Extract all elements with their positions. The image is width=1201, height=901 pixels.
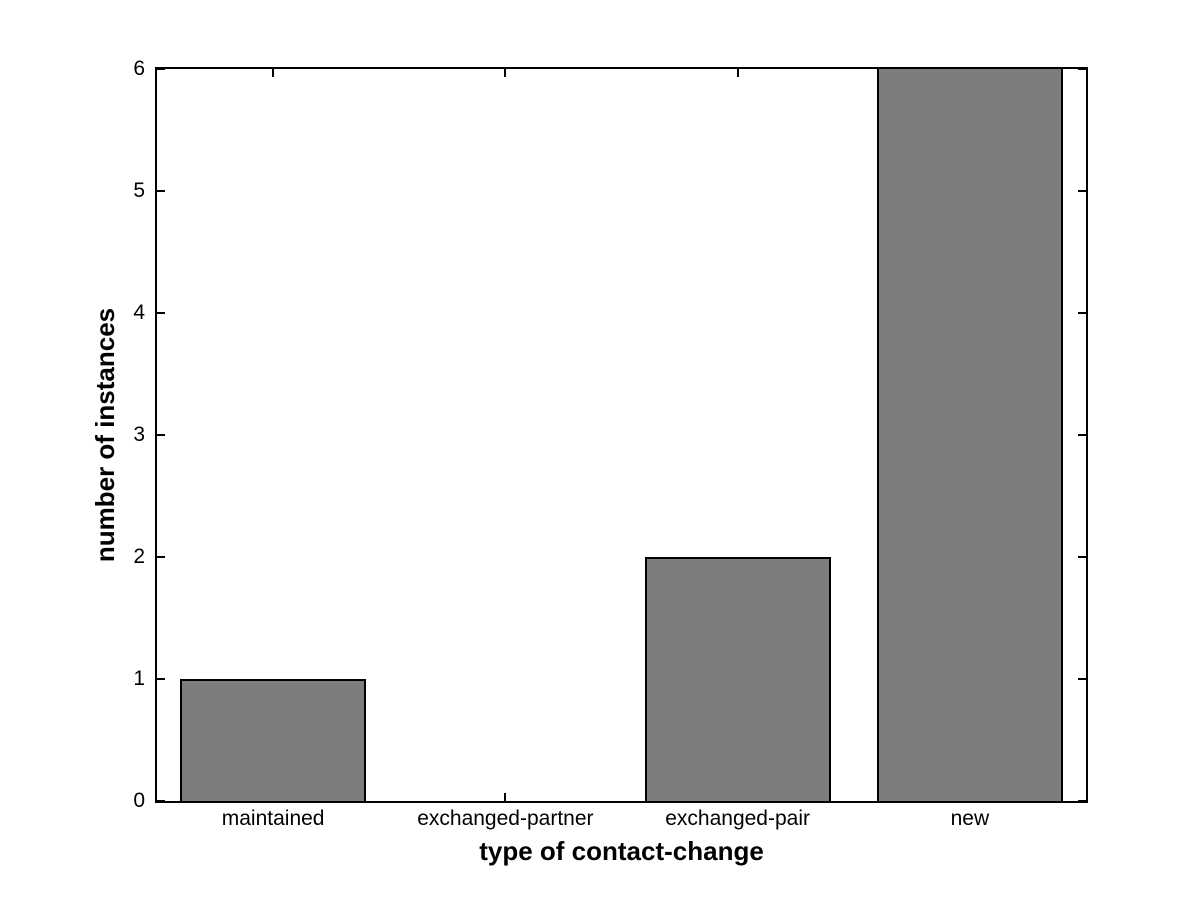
y-tick-right (1078, 312, 1086, 314)
y-tick-left (157, 312, 165, 314)
x-tick-top (272, 69, 275, 77)
y-tick-label: 0 (133, 789, 145, 812)
x-tick-label: exchanged-partner (417, 807, 594, 830)
y-tick-left (157, 800, 165, 802)
x-tick-label: maintained (221, 807, 325, 830)
plot-area: 0 1 2 3 4 5 6 maintained exchanged-partner exchan… (133, 57, 1088, 830)
x-axis-title: type of contact-change (479, 836, 764, 866)
x-tick-top (504, 69, 507, 77)
y-tick-label: 2 (133, 545, 145, 568)
y-tick-label: 5 (133, 179, 145, 202)
y-tick-left (157, 678, 165, 680)
y-tick-label: 3 (133, 423, 145, 446)
x-tick-top (736, 69, 739, 77)
x-tick-label: exchanged-pair (665, 807, 810, 830)
y-tick-right (1078, 68, 1086, 70)
y-tick-left (157, 556, 165, 558)
y-tick-right (1078, 556, 1086, 558)
y-tick-right (1078, 190, 1086, 192)
y-tick-left (157, 68, 165, 70)
y-tick-label: 1 (133, 667, 145, 690)
x-tick-label: new (950, 807, 990, 830)
bar-exchanged-pair (644, 557, 831, 803)
y-tick-right (1078, 434, 1086, 436)
y-tick-right (1078, 800, 1086, 802)
y-tick-left (157, 190, 165, 192)
y-tick-right (1078, 678, 1086, 680)
bar-maintained (180, 679, 367, 803)
y-tick-left (157, 434, 165, 436)
y-tick-label: 6 (133, 57, 145, 80)
y-tick-label: 4 (133, 301, 145, 324)
bar-new (876, 67, 1063, 803)
y-axis-title: number of instances (90, 307, 120, 563)
x-tick-bottom (504, 793, 507, 801)
